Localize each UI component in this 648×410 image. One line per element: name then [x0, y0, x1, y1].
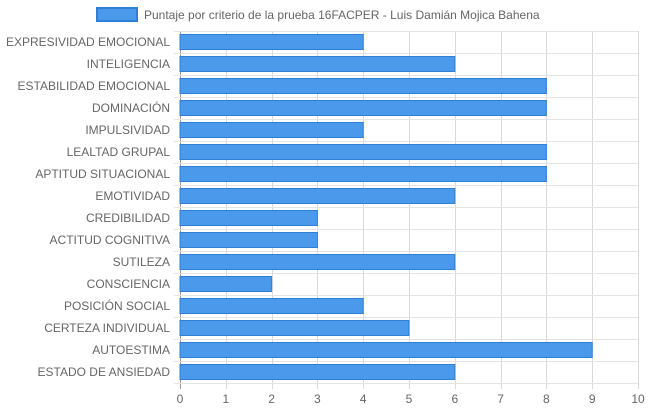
- x-tick-label: 7: [497, 392, 504, 406]
- x-tick-label: 2: [268, 392, 275, 406]
- category-label: EXPRESIVIDAD EMOCIONAL: [6, 35, 170, 49]
- x-tick-label: 5: [406, 392, 413, 406]
- category-label: ACTITUD COGNITIVA: [50, 233, 170, 247]
- x-tick-label: 3: [314, 392, 321, 406]
- category-label: ESTADO DE ANSIEDAD: [38, 365, 171, 379]
- legend[interactable]: Puntaje por criterio de la prueba 16FACP…: [96, 7, 540, 22]
- bar[interactable]: [179, 232, 318, 248]
- x-tick-label: 0: [177, 392, 184, 406]
- x-tick-label: 6: [451, 392, 458, 406]
- x-tick-label: 8: [543, 392, 550, 406]
- bar[interactable]: [179, 342, 593, 358]
- bars: [179, 34, 593, 380]
- bar[interactable]: [179, 144, 547, 160]
- category-label: POSICIÓN SOCIAL: [64, 298, 170, 313]
- category-label: AUTOESTIMA: [92, 343, 170, 357]
- bar[interactable]: [179, 122, 364, 138]
- category-label: LEALTAD GRUPAL: [67, 145, 171, 159]
- category-label: ESTABILIDAD EMOCIONAL: [18, 79, 171, 93]
- legend-label: Puntaje por criterio de la prueba 16FACP…: [144, 8, 540, 22]
- bar[interactable]: [179, 166, 547, 182]
- category-label: DOMINACIÓN: [92, 100, 170, 115]
- category-label: CERTEZA INDIVIDUAL: [44, 321, 170, 335]
- bar[interactable]: [179, 78, 547, 94]
- category-label: CONSCIENCIA: [87, 277, 170, 291]
- bar[interactable]: [179, 298, 364, 314]
- bar[interactable]: [179, 100, 547, 116]
- x-axis-ticks: 0 1 2 3 4 5 6 7 8 9 10: [177, 392, 645, 406]
- category-label: APTITUD SITUACIONAL: [35, 167, 170, 181]
- bar[interactable]: [179, 210, 318, 226]
- x-tick-label: 1: [222, 392, 229, 406]
- category-label: SUTILEZA: [113, 255, 170, 269]
- bar[interactable]: [179, 254, 456, 270]
- category-label: IMPULSIVIDAD: [85, 123, 170, 137]
- category-label: EMOTIVIDAD: [95, 189, 170, 203]
- category-label: CREDIBILIDAD: [86, 211, 170, 225]
- x-tick-label: 4: [360, 392, 367, 406]
- bar[interactable]: [179, 320, 410, 336]
- x-tick-label: 9: [589, 392, 596, 406]
- category-labels: EXPRESIVIDAD EMOCIONAL INTELIGENCIA ESTABI…: [6, 35, 170, 379]
- bar[interactable]: [179, 56, 456, 72]
- bar[interactable]: [179, 188, 456, 204]
- bar[interactable]: [179, 34, 364, 50]
- bar[interactable]: [179, 364, 456, 380]
- x-tick-label: 10: [631, 392, 645, 406]
- legend-swatch: [96, 7, 138, 22]
- bar[interactable]: [179, 276, 273, 292]
- category-label: INTELIGENCIA: [87, 57, 170, 71]
